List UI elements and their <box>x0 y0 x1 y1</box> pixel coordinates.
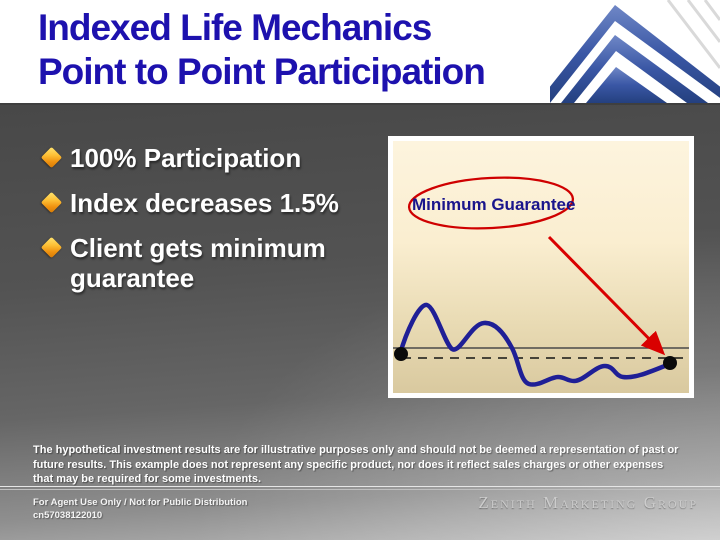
bullet-label: Index decreases 1.5% <box>70 188 339 219</box>
control-number: cn57038122010 <box>33 509 103 521</box>
minimum-guarantee-label: Minimum Guarantee <box>412 195 575 214</box>
bullet-list: 100% Participation Index decreases 1.5% … <box>40 143 384 309</box>
list-item: Client gets minimum guarantee <box>40 233 384 294</box>
end-point-dot <box>663 356 677 370</box>
index-value-curve <box>397 302 673 387</box>
diamond-bullet-icon <box>40 192 63 214</box>
chevron-inner-solid <box>586 67 667 103</box>
index-chart-svg: Minimum Guarantee <box>393 176 689 387</box>
title-line-1: Indexed Life Mechanics <box>38 7 432 48</box>
agent-use-only-text: For Agent Use Only / Not for Public Dist… <box>33 497 248 508</box>
bullet-label: Client gets minimum guarantee <box>70 233 326 294</box>
paper-streaks <box>666 0 720 69</box>
diamond-bullet-icon <box>40 146 63 169</box>
title-band: Indexed Life Mechanics Point to Point Pa… <box>0 0 720 103</box>
footer-separator-line <box>0 486 720 490</box>
zenith-marketing-group-logo: Zenith Marketing Group <box>478 493 698 512</box>
chart-canvas: Minimum Guarantee <box>393 141 689 393</box>
disclaimer-text: The hypothetical investment results are … <box>33 444 679 485</box>
chevron-logo-icon <box>550 0 720 103</box>
minimum-guarantee-ellipse <box>407 176 575 230</box>
diamond-bullet-icon <box>40 237 63 259</box>
page-title: Indexed Life Mechanics Point to Point Pa… <box>38 6 486 93</box>
list-item: Index decreases 1.5% <box>40 188 384 219</box>
title-line-2: Point to Point Participation <box>38 50 486 92</box>
footer-compliance: For Agent Use Only / Not for Public Dist… <box>33 497 247 522</box>
chevron-logo-svg <box>550 0 720 103</box>
chart-panel: Minimum Guarantee <box>388 136 694 398</box>
list-item: 100% Participation <box>40 143 384 173</box>
bullet-label: 100% Participation <box>70 143 302 173</box>
callout-arrow <box>547 235 666 356</box>
start-point-dot <box>394 347 408 361</box>
